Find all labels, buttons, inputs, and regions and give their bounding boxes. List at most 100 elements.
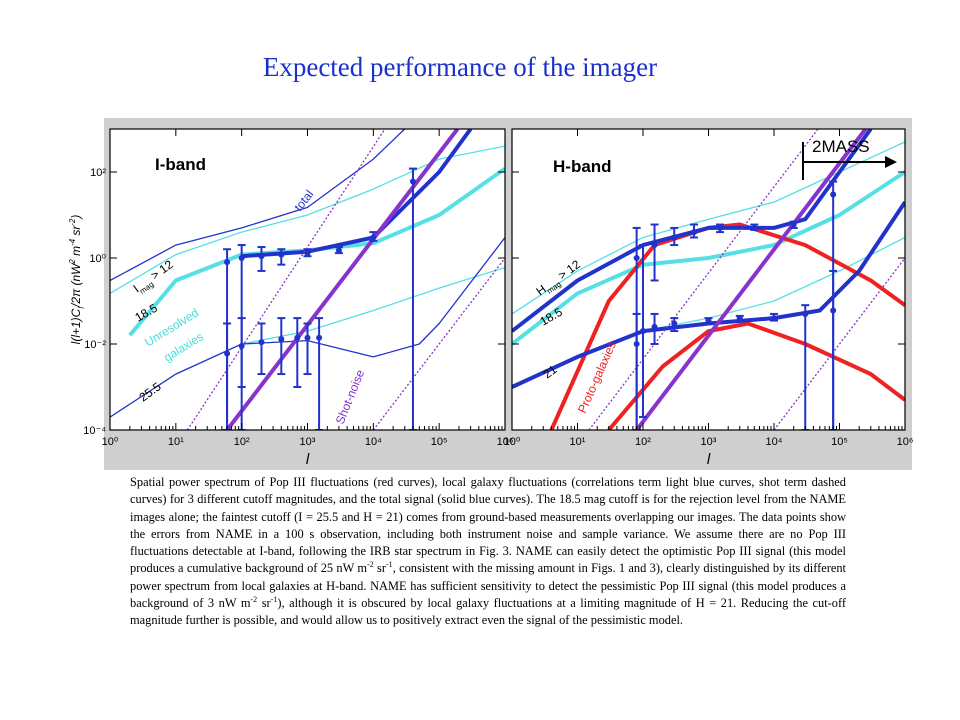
- text-piece: l: [77, 307, 86, 309]
- y-tick-label: 10²: [90, 167, 106, 179]
- data-point: [335, 247, 342, 254]
- text-piece: m: [69, 246, 83, 259]
- y-tick-label: 10⁻²: [84, 339, 106, 351]
- caption-text: sr: [373, 561, 387, 576]
- curve: [588, 129, 819, 430]
- text-piece: sr: [69, 225, 83, 239]
- annotation: H-band: [553, 157, 612, 176]
- data-point: [705, 317, 712, 324]
- x-tick-label: 10²: [635, 436, 651, 448]
- x-axis-label: l: [306, 451, 310, 468]
- caption-text: sr: [257, 596, 271, 611]
- data-point: [640, 328, 646, 335]
- data-point: [651, 242, 658, 249]
- data-point: [409, 178, 416, 185]
- data-point: [690, 229, 697, 236]
- annotation: 2MASS: [812, 137, 870, 156]
- x-tick-label: 10⁵: [431, 436, 448, 448]
- curve: [372, 257, 505, 430]
- data-point: [224, 259, 231, 266]
- caption-text: , consistent with the missing amount in …: [130, 561, 846, 611]
- x-tick-label: 10¹: [570, 436, 586, 448]
- plot-marks: [110, 129, 505, 430]
- annotation: I-band: [155, 155, 206, 174]
- x-tick-label: 10⁰: [102, 436, 119, 448]
- data-point: [633, 255, 640, 261]
- x-tick-label: 10¹: [168, 436, 184, 448]
- text-piece: -4: [68, 238, 77, 246]
- data-point: [802, 310, 809, 317]
- data-point: [830, 307, 837, 314]
- data-point: [278, 336, 285, 343]
- text-piece: 2: [68, 259, 77, 265]
- text-piece: I-band: [155, 155, 206, 174]
- data-point: [316, 334, 323, 341]
- superscript: -1: [386, 560, 393, 570]
- data-point: [304, 250, 311, 257]
- data-point: [258, 253, 265, 260]
- x-tick-label: 10⁶: [897, 436, 914, 448]
- data-point: [294, 334, 301, 341]
- data-point: [671, 320, 678, 327]
- curve: [512, 129, 873, 333]
- data-point: [830, 191, 837, 198]
- y-axis-label: l(l+1)Cl/2π (nW2 m-4 sr-2): [68, 215, 86, 345]
- curve: [642, 236, 905, 332]
- plot-area: [110, 129, 505, 430]
- text-piece: 2MASS: [812, 137, 870, 156]
- 2mass-arrowhead: [885, 156, 897, 168]
- y-tick-label: 10⁻⁴: [83, 425, 106, 437]
- text-piece: -2: [68, 218, 77, 226]
- data-point: [370, 234, 377, 241]
- data-point: [771, 315, 777, 322]
- x-axis-label: l: [707, 451, 711, 468]
- x-tick-label: 10²: [234, 436, 250, 448]
- caption-text: Spatial power spectrum of Pop III fluctu…: [130, 475, 846, 576]
- curve: [110, 145, 505, 294]
- plot-border: [511, 128, 906, 431]
- curve: [512, 170, 905, 346]
- curve: [607, 321, 905, 430]
- x-tick-label: 10⁴: [766, 436, 783, 448]
- x-tick-label: 10³: [701, 436, 717, 448]
- superscript: -2: [367, 560, 374, 570]
- x-tick-label: 10⁰: [504, 436, 521, 448]
- data-point: [224, 350, 231, 357]
- x-tick-label: 10⁵: [831, 436, 848, 448]
- data-point: [258, 339, 265, 346]
- data-point: [238, 255, 245, 261]
- data-point: [304, 334, 311, 341]
- y-tick-label: 10⁰: [89, 253, 106, 265]
- superscript: -2: [250, 594, 258, 604]
- data-point: [671, 234, 678, 241]
- curve: [773, 257, 905, 430]
- data-point: [717, 224, 724, 231]
- curve: [225, 129, 460, 430]
- data-point: [736, 315, 743, 322]
- superscript: -1: [270, 594, 278, 604]
- caption: Spatial power spectrum of Pop III fluctu…: [130, 474, 846, 630]
- curve: [110, 237, 505, 418]
- text-piece: /2π (nW: [69, 262, 83, 308]
- data-point: [751, 224, 758, 231]
- caption-text: ), although it is obscured by local gala…: [130, 596, 846, 628]
- data-point: [238, 342, 245, 349]
- text-piece: ): [69, 215, 83, 221]
- data-point: [790, 221, 797, 228]
- text-piece: H-band: [553, 157, 612, 176]
- data-point: [278, 251, 285, 258]
- data-point: [651, 323, 658, 330]
- x-tick-label: 10³: [300, 436, 316, 448]
- x-tick-label: 10⁴: [365, 436, 382, 448]
- curve: [186, 129, 386, 430]
- data-point: [633, 341, 640, 347]
- curve: [635, 129, 868, 430]
- plot-marks: [512, 129, 905, 430]
- text-piece: I: [131, 282, 142, 295]
- x-tick-label: 10⁶: [497, 436, 514, 448]
- text-piece: l(l+1)C: [69, 308, 83, 344]
- curve: [241, 266, 505, 345]
- curve: [110, 129, 406, 282]
